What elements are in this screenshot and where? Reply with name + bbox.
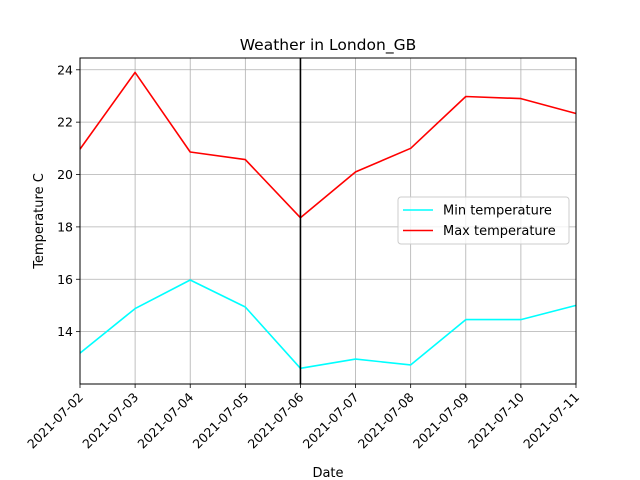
y-axis-label: Temperature C <box>32 173 47 270</box>
x-axis-label: Date <box>312 466 343 480</box>
y-tick-label: 24 <box>57 62 73 77</box>
plot-area-frame <box>79 57 577 385</box>
x-tick-label: 2021-07-11 <box>520 390 582 452</box>
y-tick-label: 18 <box>57 219 73 234</box>
chart-title: Weather in London_GB <box>240 36 416 55</box>
x-tick-label: 2021-07-07 <box>300 390 362 452</box>
legend-entry: Max temperature <box>443 224 556 239</box>
series-line <box>79 71 577 219</box>
x-tick-label: 2021-07-08 <box>355 389 417 451</box>
series-layer <box>79 71 577 370</box>
legend-box <box>397 196 570 245</box>
y-tick-label: 14 <box>57 324 73 339</box>
legend: Min temperature Max temperature <box>397 196 570 245</box>
x-tick-label: 2021-07-04 <box>134 389 196 451</box>
y-tick-label: 16 <box>57 272 73 287</box>
x-tick-label: 2021-07-05 <box>189 390 251 452</box>
x-tick-label: 2021-07-06 <box>245 389 307 451</box>
x-tick-label: 2021-07-10 <box>465 389 527 451</box>
x-tick-label: 2021-07-02 <box>24 390 86 452</box>
x-axis: 2021-07-022021-07-032021-07-042021-07-05… <box>24 384 582 451</box>
y-tick-label: 20 <box>57 167 73 182</box>
y-axis: 14 16 18 20 22 24 <box>57 62 80 339</box>
legend-entry: Min temperature <box>443 204 552 219</box>
series-line <box>79 279 577 370</box>
x-tick-label: 2021-07-09 <box>410 389 472 451</box>
y-tick-label: 22 <box>57 115 73 130</box>
x-tick-label: 2021-07-03 <box>79 390 141 452</box>
